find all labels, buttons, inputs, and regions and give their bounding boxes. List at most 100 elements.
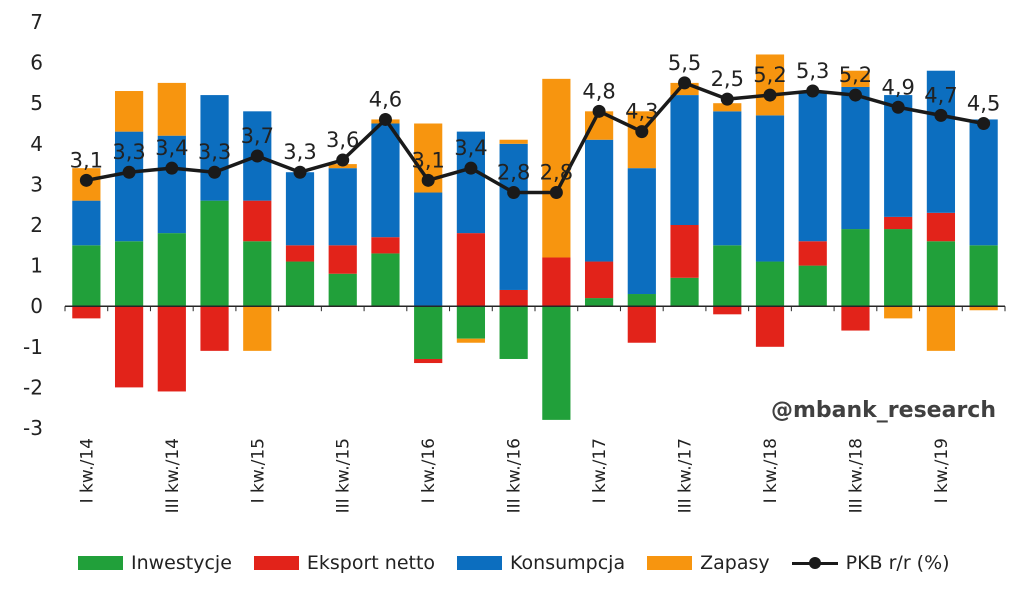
pkb-data-label: 2,8 xyxy=(497,161,530,185)
bar-segment xyxy=(798,265,827,307)
legend-item-konsumpcja: Konsumpcja xyxy=(457,552,625,574)
bar-segment xyxy=(926,241,956,307)
legend-line-marker-icon xyxy=(791,556,838,570)
bar-segment xyxy=(542,257,571,307)
bar-segment xyxy=(627,294,656,307)
x-tick-label: I kw./19 xyxy=(932,438,952,503)
legend-swatch-zapasy xyxy=(647,556,693,570)
pkb-data-label: 2,5 xyxy=(711,67,744,91)
stacked-bar-chart: -3 -2 -1 0 1 2 3 4 5 6 7 3,1 3,3 3,4 3,3 3,7 3,3 3,6 4,6 3,… xyxy=(23,10,1006,513)
y-tick-label: 0 xyxy=(30,294,43,318)
legend-label-eksport-netto: Eksport netto xyxy=(306,552,436,574)
bar-segment xyxy=(841,70,870,87)
y-tick-label: -2 xyxy=(23,375,43,399)
bar-segment xyxy=(713,245,742,307)
pkb-data-label: 3,7 xyxy=(241,124,274,148)
legend-label-inwestycje: Inwestycje xyxy=(131,552,232,574)
legend-label-konsumpcja: Konsumpcja xyxy=(510,552,626,574)
pkb-point xyxy=(122,165,136,179)
y-tick-label: -1 xyxy=(23,335,43,359)
bar-segment xyxy=(713,111,742,246)
bar-segment xyxy=(755,306,785,347)
bar-segment xyxy=(72,306,101,319)
bar-segment xyxy=(200,95,229,201)
bar-segment xyxy=(926,306,956,351)
bar-segment xyxy=(414,306,443,359)
pkb-point xyxy=(934,108,948,122)
legend-label-pkb: PKB r/r (%) xyxy=(845,552,950,574)
pkb-point xyxy=(635,125,649,139)
pkb-point xyxy=(678,76,692,90)
pkb-point xyxy=(977,117,991,130)
pkb-data-label: 3,1 xyxy=(411,148,444,172)
bar-segment xyxy=(414,192,443,307)
bar-segment xyxy=(798,91,827,242)
pkb-data-label: 3,3 xyxy=(112,140,145,164)
bar-segment xyxy=(713,306,742,315)
bar-segment xyxy=(884,306,913,319)
bar-segment xyxy=(713,103,742,112)
pkb-point xyxy=(848,88,862,102)
legend-item-pkb: PKB r/r (%) xyxy=(791,552,950,574)
bar-segment xyxy=(72,245,101,307)
pkb-point xyxy=(293,165,307,179)
bar-segment xyxy=(371,253,400,307)
pkb-data-label: 3,1 xyxy=(70,148,103,172)
pkb-data-label: 3,4 xyxy=(155,136,188,160)
y-tick-label: -3 xyxy=(23,416,43,440)
bar-segment xyxy=(114,241,144,307)
bar-segment xyxy=(114,131,144,242)
bar-segment xyxy=(285,245,315,262)
x-tick-label: I kw./18 xyxy=(761,438,781,503)
bar-segment xyxy=(884,216,913,230)
x-tick-label: I kw./14 xyxy=(77,438,97,503)
y-tick-label: 1 xyxy=(30,254,43,278)
bar-segment xyxy=(157,233,186,307)
pkb-point xyxy=(720,92,734,106)
pkb-data-label: 4,7 xyxy=(924,83,957,107)
bar-segment xyxy=(456,131,486,234)
pkb-data-label: 3,4 xyxy=(454,136,487,160)
bar-segment xyxy=(884,229,913,307)
pkb-data-label: 4,3 xyxy=(625,100,658,124)
pkb-data-label: 5,2 xyxy=(839,63,872,87)
pkb-point xyxy=(464,161,478,175)
bar-segment xyxy=(926,212,956,242)
bar-segment xyxy=(499,289,528,307)
bar-segment xyxy=(584,139,614,262)
bar-segment xyxy=(969,306,998,311)
y-tick-label: 2 xyxy=(30,213,43,237)
pkb-data-label: 3,3 xyxy=(283,140,316,164)
bar-segment xyxy=(755,54,785,116)
y-tick-label: 3 xyxy=(30,172,43,196)
bar-segment xyxy=(627,168,656,295)
bar-segment xyxy=(499,143,528,290)
x-tick-label: III kw./14 xyxy=(163,438,183,513)
bar-segment xyxy=(371,237,400,254)
pkb-data-label: 4,5 xyxy=(967,92,1000,116)
pkb-point xyxy=(549,186,563,200)
bar-segment xyxy=(114,91,144,132)
bar-segment xyxy=(414,358,443,364)
watermark: @mbank_research xyxy=(771,398,996,423)
bar-segment xyxy=(243,241,272,307)
x-tick-label: III kw./15 xyxy=(334,438,354,513)
pkb-data-label: 5,2 xyxy=(753,63,786,87)
pkb-data-label: 4,8 xyxy=(582,79,615,103)
bar-segment xyxy=(670,95,699,225)
bar-segment xyxy=(157,82,186,136)
pkb-data-label: 5,5 xyxy=(668,51,701,75)
pkb-data-label: 4,9 xyxy=(881,75,914,99)
x-tick-label: I kw./15 xyxy=(248,438,268,503)
bar-segment xyxy=(285,261,315,307)
pkb-point xyxy=(165,161,179,175)
x-tick-label: I kw./17 xyxy=(590,438,610,503)
pkb-data-label: 3,3 xyxy=(198,140,231,164)
bar-segment xyxy=(328,245,357,274)
bar-segment xyxy=(456,306,486,339)
bar-segment xyxy=(926,70,956,213)
bar-segment xyxy=(157,306,186,392)
pkb-point xyxy=(592,104,606,118)
y-tick-label: 7 xyxy=(30,10,43,34)
pkb-data-label: 2,8 xyxy=(540,161,573,185)
